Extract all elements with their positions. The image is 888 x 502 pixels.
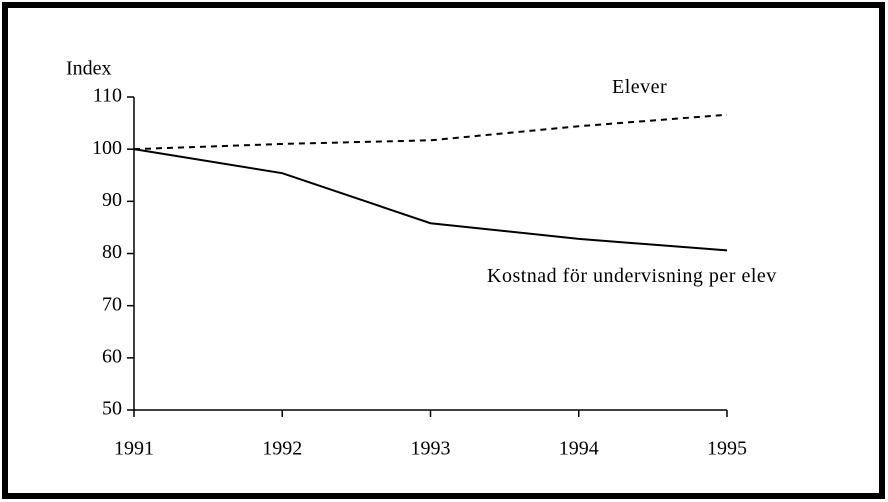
y-tick-label: 90 [102,189,122,211]
x-tick-label: 1993 [411,438,451,460]
line-series [133,148,728,252]
x-tick-label: 1992 [262,438,302,460]
y-tick-label: 80 [102,241,122,263]
x-tick-label: 1991 [114,438,154,460]
series-label: Elever [612,76,668,98]
x-tick-label: 1994 [559,438,599,460]
y-tick-label: 70 [102,293,122,315]
x-tick-label: 1995 [707,438,747,460]
line-series [133,113,728,151]
y-axis-label: Index [66,58,112,80]
y-tick-label: 100 [92,137,122,159]
series-label: Kostnad för undervisning per elev [487,265,777,287]
y-tick-label: 50 [102,398,122,420]
y-tick-label: 60 [102,345,122,367]
y-tick-label: 110 [93,85,122,107]
